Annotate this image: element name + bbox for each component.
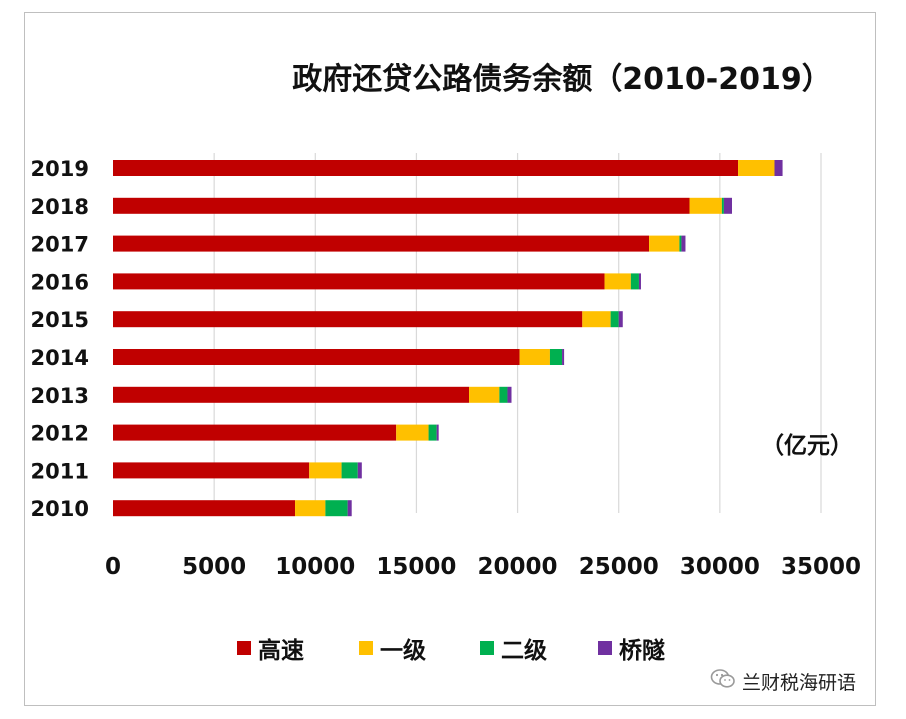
bar-segment [113,500,296,517]
legend-label: 一级 [380,637,426,664]
legend-swatch [480,641,494,655]
x-axis-tick-labels: 0 5000 10000 15000 20000 25000 30000 35000 [105,554,861,580]
y-tick-label: 2010 [31,497,89,521]
legend-label: 桥隧 [619,637,665,664]
bar-segment [347,500,352,517]
bar-segment [562,349,565,365]
y-tick-label: 2015 [31,308,89,332]
bar-segment [295,500,326,517]
bars [113,160,783,517]
x-tick-label: 5000 [182,554,246,580]
bar-segment [341,462,358,479]
bar-segment [721,197,724,214]
bar-segment [774,160,783,176]
legend-swatch [598,641,612,655]
legend-label: 高速 [258,637,304,664]
x-tick-label: 15000 [376,554,456,580]
bar-segment [630,273,639,290]
bar-segment [357,462,362,479]
bar-segment [689,197,722,214]
bar-segment [649,235,680,252]
x-tick-label: 20000 [478,554,558,580]
bar-segment [610,311,619,328]
bar-segment [618,311,623,328]
bar-segment [113,235,650,252]
x-tick-label: 35000 [781,554,861,580]
bar-segment [309,462,342,479]
bar-segment [582,311,611,328]
legend: 高速 一级 二级 桥隧 [237,637,665,664]
watermark-text: 兰财税海研语 [742,671,857,694]
y-tick-label: 2016 [31,270,89,294]
bar-segment [738,160,775,176]
bar-segment [113,462,310,479]
bar-segment [507,386,512,403]
bar-segment [436,424,439,441]
y-axis-tick-labels: 2010 2011 2012 2013 2014 2015 2016 2017 2018 2019 [31,157,89,521]
bar-segment [638,273,641,290]
unit-label: （亿元） [761,432,853,459]
bar-chart: 政府还贷公路债务余额（2010-2019） 201020112012201320… [31,62,861,664]
legend-swatch [359,641,373,655]
y-tick-label: 2012 [31,422,89,446]
legend-swatch [237,641,251,655]
x-tick-label: 25000 [579,554,659,580]
y-tick-label: 2018 [31,195,89,219]
y-tick-label: 2014 [31,346,89,370]
wechat-icon [710,668,736,694]
legend-label: 二级 [501,637,547,664]
bar-segment [679,235,682,252]
bar-segment [469,386,500,403]
y-tick-label: 2017 [31,233,89,257]
x-tick-label: 10000 [275,554,355,580]
chart-title: 政府还贷公路债务余额（2010-2019） [292,62,831,97]
bar-segment [113,349,520,365]
bar-segment [113,160,739,176]
x-tick-label: 30000 [680,554,760,580]
bar-segment [723,197,732,214]
bar-segment [113,311,583,328]
bar-segment [549,349,563,365]
bar-segment [113,197,690,214]
bar-segment [604,273,631,290]
watermark: 兰财税海研语 [706,666,861,696]
bar-segment [113,424,397,441]
bar-segment [113,273,605,290]
bar-segment [519,349,550,365]
bar-segment [499,386,508,403]
y-tick-label: 2013 [31,384,89,408]
y-tick-label: 2019 [31,157,89,181]
bar-segment [428,424,437,441]
bar-segment [113,386,470,403]
bar-segment [681,235,686,252]
x-tick-label: 0 [105,554,121,580]
bar-segment [325,500,348,517]
y-tick-label: 2011 [31,459,89,483]
chart-frame: 政府还贷公路债务余额（2010-2019） 2010 2011 2012 2013 20… [24,12,876,706]
bar-segment [396,424,429,441]
